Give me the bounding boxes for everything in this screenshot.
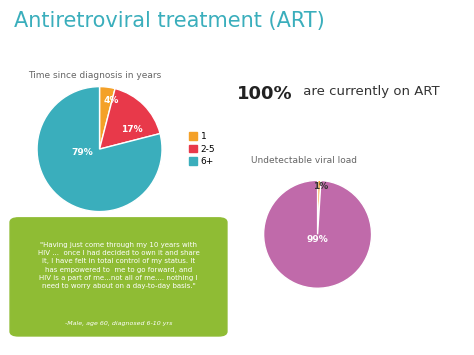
- Text: "Having just come through my 10 years with
HIV ...  once I had decided to own it: "Having just come through my 10 years wi…: [37, 242, 200, 289]
- Wedge shape: [318, 180, 321, 234]
- Text: 100%: 100%: [237, 85, 292, 103]
- Wedge shape: [100, 89, 160, 149]
- Wedge shape: [37, 87, 162, 212]
- Text: Time since diagnosis in years: Time since diagnosis in years: [28, 71, 162, 80]
- Text: -Male, age 60, diagnosed 6-10 yrs: -Male, age 60, diagnosed 6-10 yrs: [65, 321, 172, 326]
- Text: 99%: 99%: [307, 235, 328, 244]
- Legend: 1, 2-5, 6+: 1, 2-5, 6+: [185, 129, 219, 170]
- Wedge shape: [100, 87, 115, 149]
- Legend: Yes, currently, Yes, but not currently: Yes, currently, Yes, but not currently: [233, 353, 402, 355]
- Text: 4%: 4%: [103, 96, 118, 105]
- Text: Undetectable viral load: Undetectable viral load: [251, 156, 357, 165]
- Wedge shape: [264, 180, 372, 288]
- Text: are currently on ART: are currently on ART: [299, 85, 439, 98]
- Text: 17%: 17%: [121, 125, 143, 133]
- Text: 79%: 79%: [71, 148, 93, 157]
- FancyBboxPatch shape: [10, 218, 227, 336]
- Text: Antiretroviral treatment (ART): Antiretroviral treatment (ART): [14, 11, 325, 31]
- Text: 1%: 1%: [313, 182, 328, 191]
